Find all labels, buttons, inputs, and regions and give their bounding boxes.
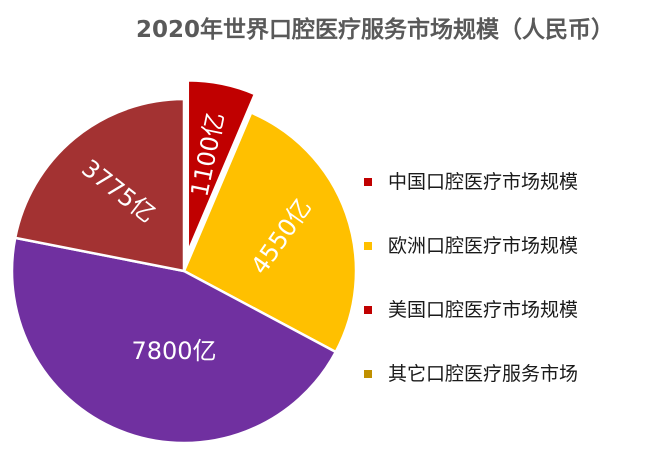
- legend-marker-1: [364, 242, 372, 250]
- legend-label-1: 欧洲口腔医疗市场规模: [388, 235, 578, 257]
- pie-slices: [10, 79, 358, 445]
- chart-title: 2020年世界口腔医疗服务市场规模（人民币）: [136, 16, 614, 43]
- legend-marker-3: [364, 370, 372, 378]
- legend-marker-2: [364, 306, 372, 314]
- legend-label-0: 中国口腔医疗市场规模: [388, 171, 578, 193]
- pie-slice-3: [13, 97, 186, 273]
- pie-slice-1: [182, 111, 358, 354]
- legend-marker-0: [364, 178, 372, 186]
- legend-label-2: 美国口腔医疗市场规模: [388, 299, 578, 321]
- legend-label-3: 其它口腔医疗服务市场: [388, 363, 578, 385]
- pie-slice-2: [10, 236, 337, 445]
- pie-slice-0: [186, 79, 257, 254]
- slice-label-2: 7800亿: [131, 337, 216, 365]
